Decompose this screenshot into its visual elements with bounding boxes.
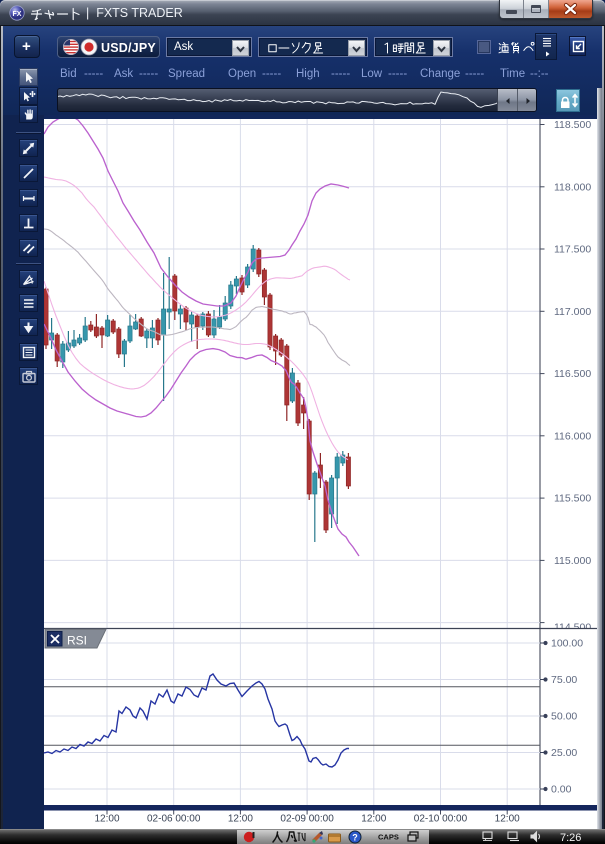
svg-text:FX: FX [13, 11, 22, 18]
svg-text:118.500: 118.500 [554, 119, 591, 131]
svg-text:RSI: RSI [67, 634, 87, 648]
svg-text:100.00: 100.00 [551, 638, 583, 650]
svg-text:118.000: 118.000 [554, 181, 591, 193]
svg-text:12:00: 12:00 [94, 814, 119, 825]
svg-text:117.500: 117.500 [554, 244, 591, 256]
svg-text:02-06 00:00: 02-06 00:00 [147, 814, 201, 825]
svg-text:CAPS: CAPS [378, 833, 399, 842]
svg-text:50.00: 50.00 [551, 711, 577, 723]
svg-text:25.00: 25.00 [551, 747, 577, 759]
svg-text:12:00: 12:00 [495, 814, 520, 825]
svg-text:116.000: 116.000 [554, 430, 591, 442]
svg-text:115.000: 115.000 [554, 555, 591, 567]
svg-text:117.000: 117.000 [554, 306, 591, 318]
svg-text:7:26: 7:26 [560, 832, 581, 844]
svg-text:116.500: 116.500 [554, 368, 591, 380]
svg-text:12:00: 12:00 [361, 814, 386, 825]
svg-text:75.00: 75.00 [551, 674, 577, 686]
svg-text:115.500: 115.500 [554, 493, 591, 505]
svg-text:02-10 00:00: 02-10 00:00 [414, 814, 468, 825]
svg-text:02-09 00:00: 02-09 00:00 [280, 814, 334, 825]
svg-text:114.500: 114.500 [554, 622, 591, 634]
svg-text:12:00: 12:00 [228, 814, 253, 825]
svg-text:0.00: 0.00 [551, 784, 572, 796]
svg-text:?: ? [352, 833, 358, 843]
